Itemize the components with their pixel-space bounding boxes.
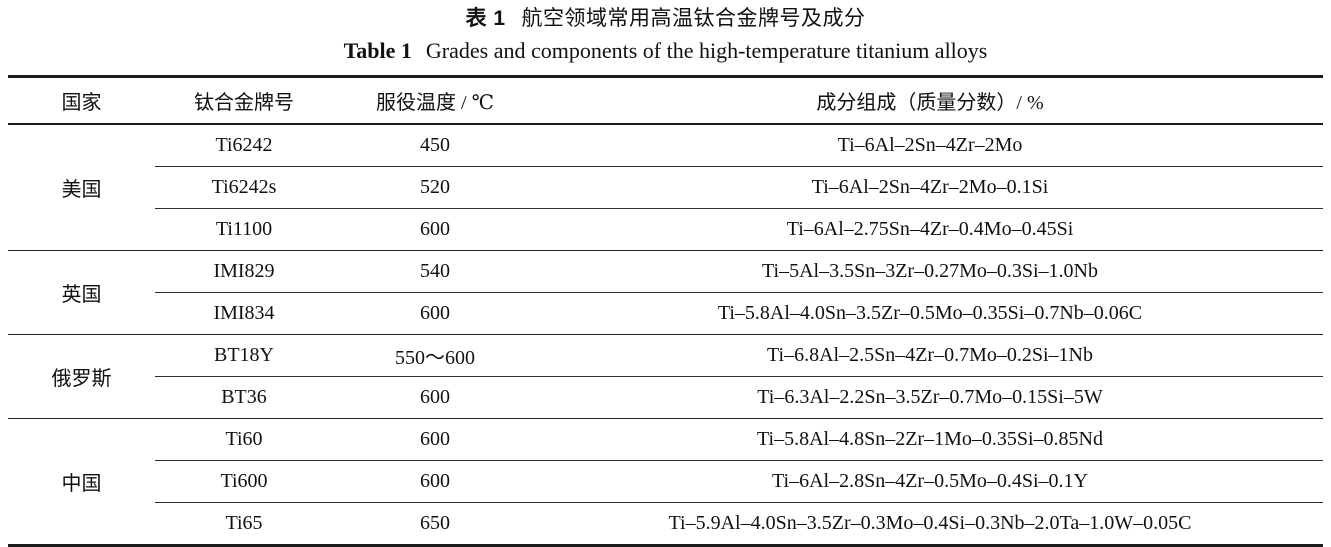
table-row: Ti1100 600 Ti–6Al–2.75Sn–4Zr–0.4Mo–0.45S… [8, 208, 1323, 251]
cell-composition: Ti–6.3Al–2.2Sn–3.5Zr–0.7Mo–0.15Si–5W [537, 376, 1323, 419]
col-header-composition: 成分组成（质量分数）/ % [537, 76, 1323, 125]
cell-country: 中国 [8, 418, 155, 546]
table-caption-zh-text: 航空领域常用高温钛合金牌号及成分 [521, 6, 866, 30]
cell-temperature: 450 [333, 123, 537, 167]
cell-country: 美国 [8, 123, 155, 251]
cell-grade: IMI834 [155, 292, 333, 335]
cell-grade: Ti600 [155, 460, 333, 503]
cell-composition: Ti–5.8Al–4.8Sn–2Zr–1Mo–0.35Si–0.85Nd [537, 418, 1323, 461]
table-row: Ti6242s 520 Ti–6Al–2Sn–4Zr–2Mo–0.1Si [8, 166, 1323, 209]
cell-grade: Ti60 [155, 418, 333, 461]
table-row: IMI834 600 Ti–5.8Al–4.0Sn–3.5Zr–0.5Mo–0.… [8, 292, 1323, 335]
table-header-row: 国家 钛合金牌号 服役温度 / ℃ 成分组成（质量分数）/ % [8, 76, 1323, 125]
alloys-table: 国家 钛合金牌号 服役温度 / ℃ 成分组成（质量分数）/ % 美国 Ti624… [8, 75, 1323, 547]
cell-composition: Ti–5.8Al–4.0Sn–3.5Zr–0.5Mo–0.35Si–0.7Nb–… [537, 292, 1323, 335]
table-caption-zh-label: 表 1 [465, 7, 506, 30]
cell-country: 俄罗斯 [8, 334, 155, 419]
cell-temperature: 600 [333, 376, 537, 419]
cell-temperature: 600 [333, 208, 537, 251]
cell-grade: BT36 [155, 376, 333, 419]
cell-country: 英国 [8, 250, 155, 335]
cell-composition: Ti–6Al–2Sn–4Zr–2Mo–0.1Si [537, 166, 1323, 209]
table-caption-en: Table 1 Grades and components of the high… [0, 37, 1331, 65]
col-header-temperature: 服役温度 / ℃ [333, 76, 537, 125]
cell-temperature: 600 [333, 418, 537, 461]
cell-composition: Ti–6Al–2.75Sn–4Zr–0.4Mo–0.45Si [537, 208, 1323, 251]
cell-temperature: 600 [333, 292, 537, 335]
cell-composition: Ti–6Al–2Sn–4Zr–2Mo [537, 123, 1323, 167]
cell-grade: BT18Y [155, 334, 333, 377]
table-row: 中国 Ti60 600 Ti–5.8Al–4.8Sn–2Zr–1Mo–0.35S… [8, 418, 1323, 546]
cell-composition: Ti–5Al–3.5Sn–3Zr–0.27Mo–0.3Si–1.0Nb [537, 250, 1323, 293]
table-caption-en-text: Grades and components of the high-temper… [425, 38, 988, 63]
cell-temperature: 550～600 [333, 334, 537, 377]
table-caption-zh: 表 1 航空领域常用高温钛合金牌号及成分 [0, 5, 1331, 32]
table-row: 英国 IMI829 540 Ti–5Al–3.5Sn–3Zr–0.27Mo–0.… [8, 250, 1323, 335]
cell-composition: Ti–5.9Al–4.0Sn–3.5Zr–0.3Mo–0.4Si–0.3Nb–2… [537, 502, 1323, 546]
col-header-grade: 钛合金牌号 [155, 76, 333, 125]
table-row: BT36 600 Ti–6.3Al–2.2Sn–3.5Zr–0.7Mo–0.15… [8, 376, 1323, 419]
cell-grade: Ti65 [155, 502, 333, 546]
table-caption-en-label: Table 1 [343, 38, 412, 63]
cell-temperature: 540 [333, 250, 537, 293]
cell-grade: Ti6242s [155, 166, 333, 209]
cell-grade: Ti6242 [155, 123, 333, 167]
cell-temperature: 650 [333, 502, 537, 546]
col-header-country: 国家 [8, 76, 155, 125]
table-row: Ti600 600 Ti–6Al–2.8Sn–4Zr–0.5Mo–0.4Si–0… [8, 460, 1323, 503]
cell-grade: IMI829 [155, 250, 333, 293]
table-row: 俄罗斯 BT18Y 550～600 Ti–6.8Al–2.5Sn–4Zr–0.7… [8, 334, 1323, 419]
cell-grade: Ti1100 [155, 208, 333, 251]
cell-temperature: 600 [333, 460, 537, 503]
table-row: Ti65 650 Ti–5.9Al–4.0Sn–3.5Zr–0.3Mo–0.4S… [8, 502, 1323, 546]
cell-composition: Ti–6Al–2.8Sn–4Zr–0.5Mo–0.4Si–0.1Y [537, 460, 1323, 503]
table-row: 美国 Ti6242 450 Ti–6Al–2Sn–4Zr–2Mo [8, 123, 1323, 251]
cell-temperature: 520 [333, 166, 537, 209]
cell-composition: Ti–6.8Al–2.5Sn–4Zr–0.7Mo–0.2Si–1Nb [537, 334, 1323, 377]
